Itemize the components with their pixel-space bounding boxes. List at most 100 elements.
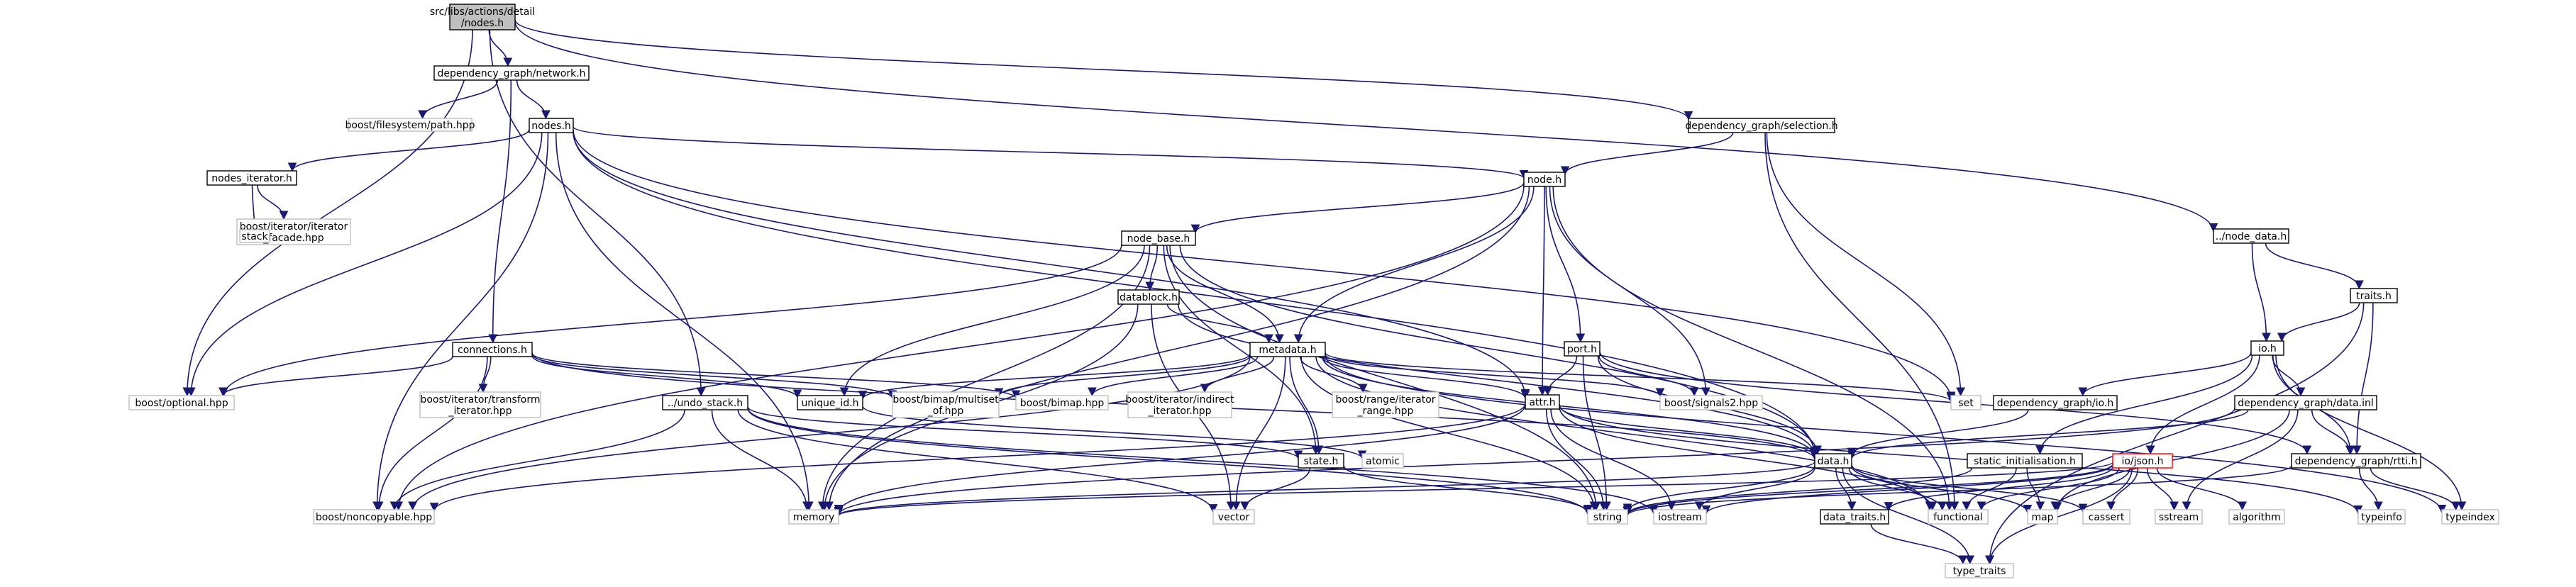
node-label: nodes.h [531, 121, 571, 132]
node-attr[interactable]: attr.h [1525, 394, 1560, 410]
edge-traits-to-dg_rtti [2352, 302, 2374, 455]
edge-port-to-attr [1543, 355, 1578, 396]
node-io-json[interactable]: io/json.h [2112, 453, 2173, 469]
node-label: map [2031, 512, 2053, 523]
node-box [2213, 228, 2289, 244]
edge-undo_stack-to-string [747, 408, 1593, 515]
edge-node_base-to-metadata [1166, 245, 1284, 344]
edge-nodes-to-memory [555, 132, 814, 511]
node-box [1928, 509, 1989, 525]
edge-attr-to-typeinfo [1559, 404, 2363, 515]
node-label: _iterator.hpp [1148, 406, 1212, 417]
edge-node_data-to-io [2251, 242, 2271, 342]
node-label: data_traits.h [1823, 512, 1886, 523]
edge-metadata-to-data [1322, 356, 1820, 458]
node-selection[interactable]: dependency_graph/selection.h [1685, 118, 1838, 133]
node-label: /nodes.h [461, 18, 504, 29]
edge-metadata-to-range_iter [1299, 356, 1368, 393]
edge-connections-to-bimap [531, 352, 1021, 400]
node-label: attr.h [1529, 397, 1555, 408]
edge-metadata-to-multiset_of [994, 355, 1251, 398]
node-undo-stack[interactable]: ../undo_stack.h [662, 395, 748, 410]
edge-node_data-to-traits [2265, 242, 2364, 290]
node-box [206, 170, 297, 186]
edge-data_traits-to-type_traits [1870, 523, 1968, 565]
node-atomic: atomic [1361, 453, 1404, 469]
node-nodes-iterator[interactable]: nodes_iterator.h [206, 170, 297, 186]
node-network[interactable]: dependency_graph/network.h [433, 65, 590, 81]
node-fs-path: boost/filesystem/path.hpp [345, 118, 475, 132]
edge-nodes-to-data [573, 131, 1820, 457]
node-static-init[interactable]: static_initialisation.h [1967, 453, 2083, 469]
edges-layer [182, 19, 2467, 565]
edge-metadata-to-functional [1315, 356, 1935, 511]
node-traits[interactable]: traits.h [2350, 288, 2398, 303]
edge-connections-to-noncopyable [374, 356, 488, 511]
node-box [1993, 395, 2118, 410]
node-label: io.h [2258, 343, 2277, 354]
edge-metadata-to-attr [1321, 356, 1530, 400]
node-label: iostream [1658, 512, 1702, 523]
edge-node-to-noncopyable [394, 185, 1525, 511]
node-box [1523, 172, 1566, 187]
node-label: typeinfo [2361, 512, 2402, 523]
node-node-base[interactable]: node_base.h [1121, 230, 1196, 246]
node-dg-io[interactable]: dependency_graph/io.h [1993, 395, 2118, 410]
node-box [1117, 289, 1180, 305]
node-port[interactable]: port.h [1564, 341, 1601, 357]
edge-connections-to-iter_transform [478, 356, 492, 393]
node-label: nodes_iterator.h [211, 173, 292, 184]
node-box [1564, 341, 1601, 357]
node-label: sstream [2159, 512, 2199, 523]
edge-network-to-connections [488, 79, 512, 344]
node-memory: memory [788, 509, 839, 525]
edge-metadata-to-indirect_iter [1200, 356, 1275, 393]
node-data[interactable]: data.h [1814, 453, 1852, 469]
node-metadata[interactable]: metadata.h [1249, 342, 1326, 357]
node-box [1950, 395, 1981, 410]
node-root[interactable]: src/libs/actions/detail/nodes.h [430, 4, 535, 30]
edge-data-to-map [1851, 465, 2033, 514]
edge-root-to-selection [514, 19, 1693, 121]
node-io[interactable]: io.h [2250, 340, 2284, 356]
edge-node_base-to-datablock [1145, 245, 1159, 291]
node-label: cassert [2089, 512, 2125, 523]
node-box [1121, 230, 1196, 246]
edge-nodes_iterator-to-iter_facade [257, 184, 289, 220]
node-nodes[interactable]: nodes.h [529, 118, 574, 133]
node-data-traits[interactable]: data_traits.h [1820, 509, 1889, 525]
node-box [449, 4, 516, 30]
node-box [452, 342, 533, 357]
node-label: _iterator.hpp [448, 406, 512, 417]
node-box [2228, 509, 2285, 525]
node-label: metadata.h [1259, 345, 1316, 356]
node-box [1967, 453, 2083, 469]
node-box [1015, 395, 1109, 410]
edge-data-to-functional [1848, 467, 1947, 511]
node-label: typeindex [2445, 512, 2495, 523]
node-dg-data-inl[interactable]: dependency_graph/data.inl [2234, 395, 2377, 410]
node-label: _of.hpp [927, 406, 964, 417]
node-iter-facade: boost/iterator/iterator_facade.hpp [236, 218, 351, 245]
node-label: functional [1933, 512, 1983, 523]
node-dg-rtti[interactable]: dependency_graph/rtti.h [2291, 453, 2421, 469]
node-unique-id[interactable]: unique_id.h [797, 395, 863, 410]
edge-nodes-to-nodes_iterator [287, 129, 530, 172]
edge-traits-to-io [2277, 302, 2360, 342]
node-node-data[interactable]: ../node_data.h [2213, 228, 2289, 244]
node-label: boost/bimap.hpp [1020, 398, 1105, 409]
node-node[interactable]: node.h [1523, 172, 1566, 187]
edge-io_json-to-sstream [2146, 467, 2179, 511]
node-box [419, 391, 541, 418]
node-label: memory [793, 512, 835, 523]
node-box [797, 395, 863, 410]
edge-nodes-to-attr [573, 131, 1530, 398]
node-box [1212, 509, 1255, 525]
node-state[interactable]: state.h [1298, 453, 1344, 469]
node-label: ../undo_stack.h [668, 398, 743, 409]
edge-data-to-cassert [1851, 464, 2088, 513]
edge-dg_data_inl-to-map [2052, 409, 2290, 512]
node-connections[interactable]: connections.h [452, 342, 533, 357]
node-datablock[interactable]: datablock.h [1117, 289, 1180, 305]
edge-node_base-to-data [1179, 245, 1820, 456]
